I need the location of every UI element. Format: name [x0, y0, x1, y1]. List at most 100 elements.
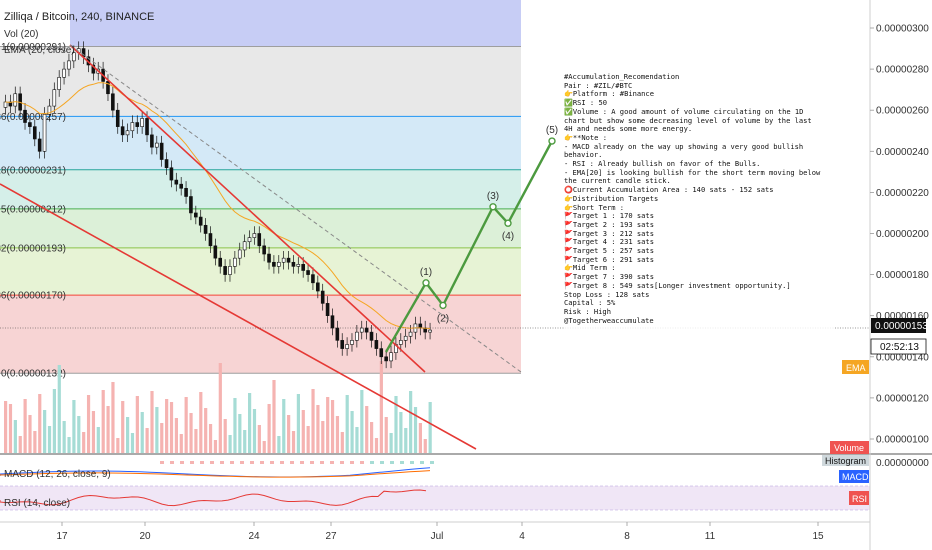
note-line: - EMA[20] is looking bullish for the sho…: [564, 167, 821, 177]
volume-bar: [311, 389, 315, 453]
histogram-badge: [822, 455, 869, 466]
volume-bar: [277, 436, 281, 453]
macd-histogram-bar: [260, 461, 264, 464]
volume-bar: [213, 440, 218, 453]
macd-histogram-bar: [350, 461, 354, 464]
candle-up: [125, 130, 130, 136]
rsi-legend[interactable]: RSI (14, close): [4, 498, 70, 509]
candle-up: [130, 122, 135, 132]
candle-up: [42, 114, 47, 152]
ema-legend[interactable]: EMA (20, close): [4, 45, 75, 56]
time-tick-label: 24: [248, 531, 260, 542]
candle-down: [198, 216, 203, 226]
volume-bar: [43, 410, 47, 453]
note-line: 🚩Target 1 : 170 sats: [564, 211, 654, 221]
candle-down: [291, 261, 296, 267]
candle-up: [52, 89, 57, 107]
volume-bar: [8, 404, 13, 453]
note-line: 🚩Target 6 : 291 sats: [564, 254, 654, 264]
macd-histogram-bar: [280, 461, 284, 464]
volume-bar: [399, 412, 403, 453]
volume-bar: [257, 425, 261, 453]
volume-bar: [116, 438, 120, 453]
candle-down: [306, 270, 310, 275]
wave-label: (5): [546, 125, 558, 136]
fib-zone: [0, 295, 521, 374]
candle-up: [296, 264, 301, 267]
volume-bar: [262, 441, 266, 453]
note-line: ✅RSI : 50: [564, 98, 607, 108]
candle-up: [345, 344, 349, 349]
countdown-badge: [870, 338, 927, 355]
note-line: - RSI : Already bullish on favor of the …: [564, 159, 761, 169]
candle-down: [150, 134, 154, 148]
candle-up: [3, 101, 8, 108]
vol-legend[interactable]: Vol (20): [4, 29, 38, 40]
note-line: 🚩Target 5 : 257 sats: [564, 246, 654, 256]
volume-bar: [28, 415, 32, 453]
candle-up: [252, 233, 257, 238]
volume-bar: [23, 399, 27, 453]
note-line: 🚩Target 8 : 549 sats[Longer investment o…: [564, 280, 791, 290]
macd-histogram-bar: [310, 461, 314, 464]
candle-up: [247, 237, 252, 243]
candle-down: [145, 118, 149, 136]
macd-histogram-bar: [330, 461, 334, 464]
volume-bar: [199, 392, 203, 453]
volume-bar: [428, 402, 432, 453]
candle-down: [174, 179, 179, 185]
macd-histogram-bar: [430, 461, 434, 464]
candle-up: [72, 52, 76, 62]
price-tick-label: 0.00000280: [876, 65, 929, 76]
macd-badge: [839, 470, 869, 483]
volume-bar: [204, 408, 208, 453]
volume-bar: [18, 436, 22, 453]
ema-line: [5, 82, 431, 329]
volume-bar: [291, 431, 296, 453]
volume-bar: [267, 404, 271, 453]
candle-down: [194, 212, 198, 218]
candle-up: [62, 68, 66, 78]
candle-down: [316, 282, 320, 292]
candle-down: [28, 122, 32, 127]
volume-bar: [86, 395, 91, 453]
time-tick-label: 8: [624, 531, 630, 542]
volume-bar: [165, 399, 169, 453]
time-tick-label: 20: [139, 531, 151, 542]
price-tick-label: 0.00000180: [876, 270, 929, 281]
volume-bar: [306, 426, 310, 453]
note-line: - MACD already on the way up showing a v…: [564, 141, 804, 151]
candle-down: [262, 245, 266, 255]
candle-up: [403, 335, 408, 341]
ema-badge-label: EMA: [846, 363, 866, 373]
candle-up: [408, 331, 413, 337]
candle-down: [369, 331, 374, 341]
macd-histogram-bar: [410, 461, 414, 464]
note-line: Pair : #ZIL/#BTC: [564, 80, 633, 90]
volume-bar: [140, 412, 144, 453]
macd-histogram-bar: [220, 461, 224, 464]
volume-bar: [282, 399, 286, 453]
volume-bar: [150, 391, 154, 453]
candle-down: [203, 224, 208, 234]
macd-legend[interactable]: MACD (12, 26, close, 9): [4, 469, 111, 480]
candlesticks: [3, 41, 432, 369]
candle-down: [384, 356, 388, 362]
candle-down: [340, 340, 345, 349]
fib-level-label: 0.786(0.00000257): [0, 112, 66, 123]
volume-bar: [135, 396, 139, 453]
candle-up: [154, 142, 159, 148]
candle-up: [57, 77, 61, 90]
macd-histogram-bar: [250, 461, 254, 464]
macd-histogram-bar: [390, 461, 394, 464]
volume-bar: [52, 389, 56, 453]
fib-level-label: 0.382(0.00000193): [0, 243, 66, 254]
macd-histogram-bar: [370, 461, 374, 464]
volume-bar: [301, 410, 305, 453]
volume-bar: [160, 423, 164, 453]
candle-down: [184, 187, 188, 197]
price-tick-label: 0.00000160: [876, 311, 929, 322]
price-tick-label: 0.00000300: [876, 24, 929, 35]
macd-histogram-bar: [320, 461, 324, 464]
